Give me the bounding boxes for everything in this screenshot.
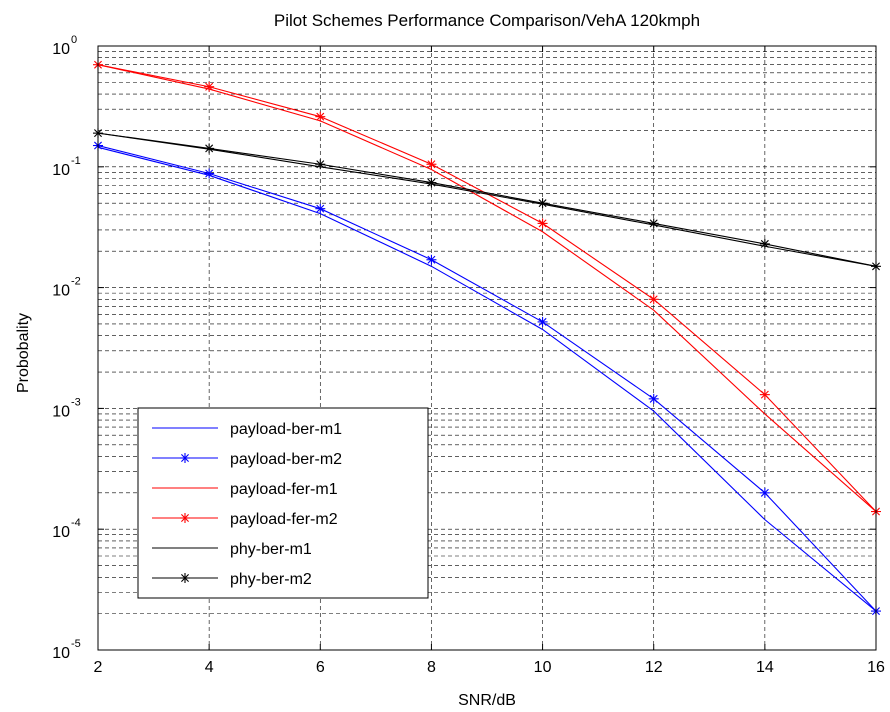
legend-label: payload-ber-m1 [230,421,342,438]
y-tick-exponent: -4 [71,517,81,529]
data-point [315,112,325,122]
y-tick-exponent: -2 [71,276,81,288]
legend-marker [180,573,190,583]
y-tick-exponent: 0 [71,34,77,46]
data-point [760,390,770,400]
legend-label: payload-fer-m2 [230,511,338,528]
x-tick-label: 4 [205,659,214,676]
x-tick-label: 8 [427,659,436,676]
data-point [204,143,214,153]
data-point [426,178,436,188]
data-point [649,294,659,304]
legend-label: payload-ber-m2 [230,451,342,468]
data-point [426,159,436,169]
legend-label: phy-ber-m1 [230,541,312,558]
data-point [649,218,659,228]
data-point [204,82,214,92]
data-point [760,488,770,498]
y-tick-label: 10 [52,283,70,300]
x-tick-label: 14 [756,659,774,676]
data-point [315,159,325,169]
chart-title: Pilot Schemes Performance Comparison/Veh… [274,11,700,30]
legend-label: payload-fer-m1 [230,481,338,498]
x-tick-label: 2 [94,659,103,676]
data-point [204,169,214,179]
x-tick-label: 12 [645,659,663,676]
data-point [649,394,659,404]
y-axis-label: Probobality [15,313,32,393]
x-tick-label: 10 [534,659,552,676]
y-tick-label: 10 [52,403,70,420]
legend: payload-ber-m1 payload-ber-m2 payload-fer-… [138,408,428,598]
data-point [426,255,436,265]
y-tick-label: 10 [52,524,70,541]
legend-marker [180,453,190,463]
legend-label: phy-ber-m2 [230,571,312,588]
x-tick-label: 16 [867,659,885,676]
data-point [538,317,548,327]
y-tick-exponent: -1 [71,155,81,167]
y-tick-label: 10 [52,645,70,662]
legend-marker [180,513,190,523]
y-tick-exponent: -5 [71,638,81,650]
data-point [538,198,548,208]
x-axis-label: SNR/dB [458,692,516,709]
data-point [538,218,548,228]
y-tick-exponent: -3 [71,396,81,408]
data-point [315,204,325,214]
y-tick-label: 10 [52,162,70,179]
x-tick-label: 6 [316,659,325,676]
y-tick-label: 10 [52,41,70,58]
data-point [760,239,770,249]
